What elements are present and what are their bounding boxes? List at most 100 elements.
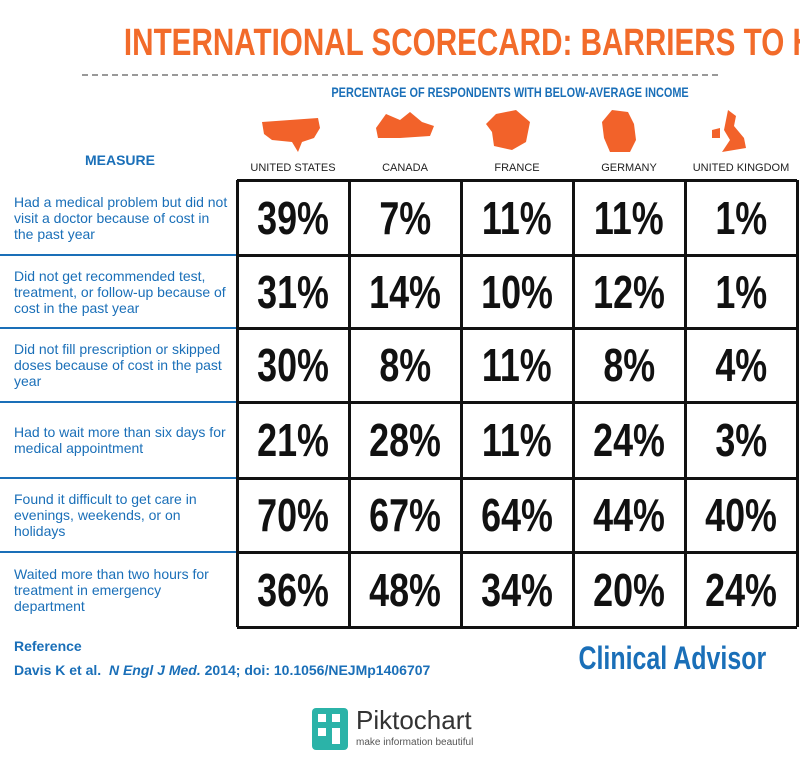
value-cell: 67% bbox=[349, 478, 461, 552]
grid-line bbox=[237, 551, 797, 554]
value-cell: 34% bbox=[461, 552, 573, 627]
value: 14% bbox=[369, 265, 441, 318]
column-header: UNITED KINGDOM bbox=[692, 162, 790, 174]
value-cell: 3% bbox=[685, 402, 797, 478]
value: 40% bbox=[705, 489, 777, 541]
value: 64% bbox=[481, 489, 553, 541]
country-map bbox=[486, 110, 530, 150]
value-cell: 14% bbox=[349, 255, 461, 328]
column-header: FRANCE bbox=[494, 162, 540, 174]
value: 8% bbox=[379, 339, 431, 391]
value: 11% bbox=[482, 339, 552, 391]
value: 28% bbox=[369, 414, 441, 466]
value: 10% bbox=[481, 265, 553, 318]
value: 34% bbox=[481, 563, 553, 616]
value: 4% bbox=[715, 339, 767, 391]
grid-line bbox=[237, 179, 797, 182]
value-cell: 8% bbox=[573, 328, 685, 402]
value: 8% bbox=[603, 339, 655, 391]
brand: Clinical Advisor bbox=[552, 640, 793, 677]
value-cell: 11% bbox=[573, 180, 685, 255]
value: 30% bbox=[257, 339, 329, 391]
map-shape bbox=[262, 118, 320, 152]
value-cell: 11% bbox=[461, 328, 573, 402]
country-map bbox=[376, 112, 434, 138]
grid-line bbox=[796, 180, 799, 627]
value-cell: 24% bbox=[685, 552, 797, 627]
value: 11% bbox=[594, 191, 664, 244]
title: INTERNATIONAL SCORECARD: BARRIERS TO HEA… bbox=[0, 22, 800, 65]
value-cell: 24% bbox=[573, 402, 685, 478]
subtitle-text: PERCENTAGE OF RESPONDENTS WITH BELOW-AVE… bbox=[331, 84, 689, 100]
value: 20% bbox=[593, 563, 665, 616]
measure-header: MEASURE bbox=[84, 152, 155, 168]
title-text: INTERNATIONAL SCORECARD: BARRIERS TO HEA… bbox=[123, 22, 800, 64]
value: 3% bbox=[715, 414, 767, 466]
value-cell: 44% bbox=[573, 478, 685, 552]
grid-line bbox=[684, 180, 687, 627]
value-cell: 10% bbox=[461, 255, 573, 328]
value: 70% bbox=[257, 489, 329, 541]
grid-line bbox=[460, 180, 463, 627]
value-cell: 21% bbox=[237, 402, 349, 478]
grid-line bbox=[572, 180, 575, 627]
value-cell: 20% bbox=[573, 552, 685, 627]
reference-label: Reference bbox=[14, 638, 82, 654]
citation-rest: 2014; doi: 10.1056/NEJMp1406707 bbox=[204, 662, 431, 678]
map-shape bbox=[486, 110, 530, 150]
value-cell: 12% bbox=[573, 255, 685, 328]
value-cell: 31% bbox=[237, 255, 349, 328]
value: 24% bbox=[705, 563, 777, 616]
value-cell: 64% bbox=[461, 478, 573, 552]
value: 36% bbox=[257, 563, 329, 616]
row-separator bbox=[0, 551, 237, 553]
value: 7% bbox=[379, 191, 431, 244]
grid-line bbox=[237, 254, 797, 257]
value-cell: 8% bbox=[349, 328, 461, 402]
value-cell: 30% bbox=[237, 328, 349, 402]
value-cell: 28% bbox=[349, 402, 461, 478]
row-separator bbox=[0, 401, 237, 403]
grid-line bbox=[236, 180, 239, 627]
map-shape bbox=[712, 110, 746, 152]
value: 67% bbox=[369, 489, 441, 541]
value-cell: 70% bbox=[237, 478, 349, 552]
row-measure: Had to wait more than six days for medic… bbox=[14, 424, 226, 456]
grid-line bbox=[237, 626, 797, 629]
value-cell: 7% bbox=[349, 180, 461, 255]
row-separator bbox=[0, 477, 237, 479]
country-map bbox=[262, 118, 320, 152]
value: 44% bbox=[593, 489, 665, 541]
value-cell: 11% bbox=[461, 180, 573, 255]
brand-text: Clinical Advisor bbox=[578, 640, 767, 676]
value: 39% bbox=[257, 191, 329, 244]
citation-authors: Davis K et al. bbox=[14, 662, 102, 678]
value-cell: 11% bbox=[461, 402, 573, 478]
map-shape bbox=[602, 110, 636, 152]
value: 1% bbox=[715, 265, 767, 318]
grid-line bbox=[237, 327, 797, 330]
value: 48% bbox=[369, 563, 441, 616]
value: 1% bbox=[715, 191, 767, 244]
logo-name: Piktochart bbox=[356, 705, 472, 735]
value: 21% bbox=[257, 414, 329, 466]
value-cell: 39% bbox=[237, 180, 349, 255]
column-header: UNITED STATES bbox=[250, 162, 336, 174]
column-header: CANADA bbox=[382, 162, 428, 174]
value-cell: 1% bbox=[685, 255, 797, 328]
grid-line bbox=[237, 401, 797, 404]
value-cell: 4% bbox=[685, 328, 797, 402]
value: 24% bbox=[593, 414, 665, 466]
citation: Davis K et al. N Engl J Med. 2014; doi: … bbox=[14, 662, 430, 678]
value: 11% bbox=[482, 191, 552, 244]
value: 31% bbox=[257, 265, 329, 318]
row-measure: Found it difficult to get care in evenin… bbox=[14, 491, 197, 539]
grid-line bbox=[237, 477, 797, 480]
value-cell: 48% bbox=[349, 552, 461, 627]
logo-tagline: make information beautiful bbox=[356, 737, 474, 748]
grid-line bbox=[348, 180, 351, 627]
row-measure: Waited more than two hours for treatment… bbox=[14, 565, 209, 614]
row-separator bbox=[0, 327, 237, 329]
subtitle: PERCENTAGE OF RESPONDENTS WITH BELOW-AVE… bbox=[230, 84, 790, 100]
